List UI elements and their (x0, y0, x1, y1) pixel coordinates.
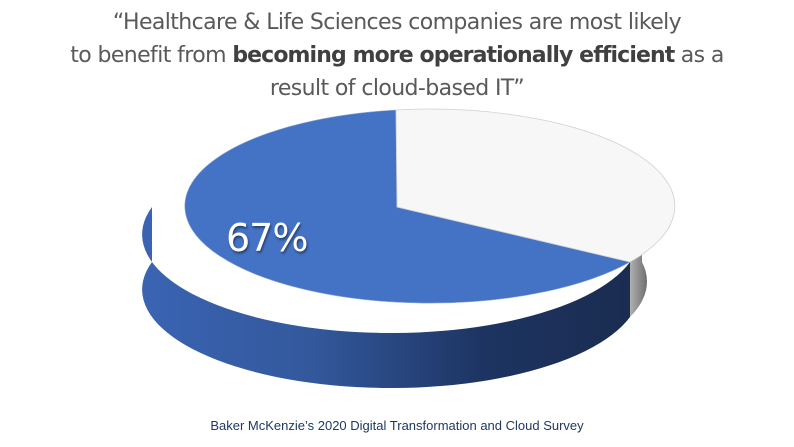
pie-side-primary (142, 207, 631, 389)
source-caption: Baker McKenzie’s 2020 Digital Transforma… (210, 418, 584, 433)
title-line-2-post: as a (674, 43, 725, 68)
title-line-2-pre: to benefit from (70, 43, 233, 68)
title-highlight: becoming more operationally efficient (232, 43, 675, 68)
chart-title: “Healthcare & Life Sciences companies ar… (0, 6, 794, 105)
pie-slice-other (395, 108, 676, 263)
slice-label-67: 67% (226, 216, 308, 260)
title-line-2: to benefit from becoming more operationa… (0, 39, 794, 72)
title-line-3: result of cloud-based IT” (269, 76, 525, 101)
title-line-1: “Healthcare & Life Sciences companies ar… (112, 10, 682, 35)
pie-slice-primary (184, 109, 631, 304)
